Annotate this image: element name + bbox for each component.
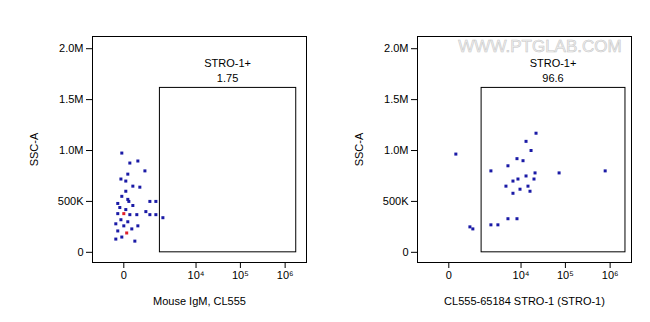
svg-text:SSC-A: SSC-A (353, 132, 365, 166)
svg-text:0: 0 (446, 269, 452, 281)
svg-text:10⁶: 10⁶ (277, 269, 294, 281)
svg-text:1.5M: 1.5M (384, 93, 408, 105)
svg-text:WWW.PTGLAB.COM: WWW.PTGLAB.COM (458, 37, 621, 56)
svg-text:500K: 500K (58, 195, 84, 207)
svg-text:10⁵: 10⁵ (557, 269, 574, 281)
svg-text:1.0M: 1.0M (384, 144, 408, 156)
svg-text:0: 0 (402, 246, 408, 258)
svg-text:1.5M: 1.5M (59, 93, 83, 105)
svg-text:0: 0 (77, 246, 83, 258)
svg-text:1.0M: 1.0M (59, 144, 83, 156)
svg-text:2.0M: 2.0M (384, 42, 408, 54)
svg-text:2.0M: 2.0M (59, 42, 83, 54)
svg-text:1.75: 1.75 (217, 72, 238, 84)
svg-text:96.6: 96.6 (542, 72, 563, 84)
svg-text:500K: 500K (383, 195, 409, 207)
svg-text:CL555-65184 STRO-1 (STRO-1): CL555-65184 STRO-1 (STRO-1) (444, 295, 605, 307)
svg-text:10⁶: 10⁶ (602, 269, 619, 281)
svg-text:SSC-A: SSC-A (28, 132, 40, 166)
svg-text:Mouse IgM, CL555: Mouse IgM, CL555 (153, 295, 246, 307)
svg-text:10⁵: 10⁵ (232, 269, 249, 281)
svg-text:STRO-1+: STRO-1+ (204, 57, 251, 69)
svg-text:STRO-1+: STRO-1+ (530, 57, 577, 69)
svg-text:0: 0 (121, 269, 127, 281)
svg-text:10⁴: 10⁴ (513, 269, 530, 281)
svg-text:10⁴: 10⁴ (188, 269, 205, 281)
